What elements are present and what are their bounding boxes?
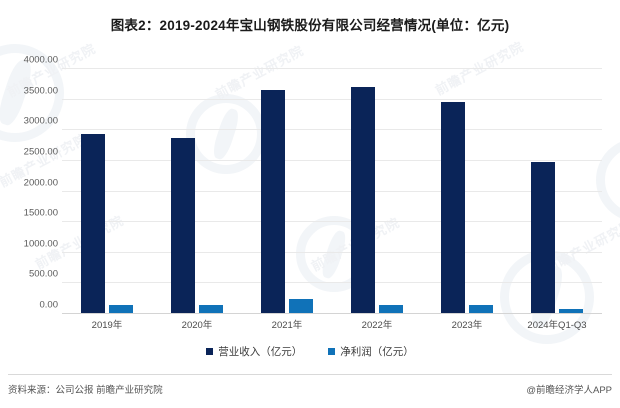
x-axis-tick-label: 2021年 — [271, 320, 303, 331]
y-axis-labels: 0.00 500.00 1000.00 1500.00 2000.00 2500.00 30… — [8, 55, 59, 321]
bar-net-profit[interactable] — [199, 305, 223, 313]
bar-revenue[interactable] — [261, 89, 285, 313]
bar-group — [62, 68, 152, 313]
legend-swatch-icon — [328, 348, 336, 355]
gridline — [62, 282, 602, 284]
y-axis-tick-label: 1000.00 — [23, 238, 58, 250]
source-note: 资料来源：公司公报 前瞻产业研究院 — [8, 385, 163, 396]
chart-legend: 营业收入（亿元） 净利润（亿元） — [0, 344, 620, 359]
bar-group — [332, 68, 422, 313]
y-axis-tick-label: 3000.00 — [23, 115, 58, 127]
footer-divider — [8, 374, 612, 375]
x-axis-labels: 2019年 2020年 2021年 2022年 2023年 2024年Q1-Q3 — [62, 317, 602, 331]
bar-revenue[interactable] — [171, 138, 195, 313]
legend-swatch-icon — [206, 348, 214, 355]
legend-item[interactable]: 营业收入（亿元） — [206, 344, 302, 359]
legend-item[interactable]: 净利润（亿元） — [328, 344, 414, 359]
gridline — [62, 159, 602, 161]
legend-label: 净利润（亿元） — [340, 346, 414, 358]
y-axis-tick-label: 4000.00 — [23, 54, 58, 66]
bar-group — [242, 68, 332, 313]
bar-net-profit[interactable] — [289, 298, 313, 313]
gridline — [62, 68, 602, 69]
bar-net-profit[interactable] — [109, 305, 133, 313]
plot-area — [62, 68, 602, 314]
y-axis-tick-label: 3500.00 — [23, 85, 58, 97]
gridline — [62, 190, 602, 192]
bar-revenue[interactable] — [441, 101, 465, 313]
bar-group — [512, 68, 602, 313]
legend-label: 营业收入（亿元） — [218, 346, 303, 358]
bar-groups — [62, 68, 602, 313]
bar-net-profit[interactable] — [469, 305, 493, 313]
x-axis-tick-label: 2023年 — [451, 320, 483, 331]
y-axis-tick-label: 2000.00 — [23, 177, 58, 188]
bar-revenue[interactable] — [351, 86, 375, 313]
bar-group — [422, 68, 512, 313]
y-axis-tick-label: 0.00 — [39, 299, 59, 311]
x-axis-line — [62, 313, 602, 314]
bar-net-profit[interactable] — [379, 305, 403, 313]
gridline — [62, 221, 602, 223]
x-axis-tick-label: 2024年Q1-Q3 — [527, 320, 587, 331]
y-axis-tick-label: 1500.00 — [23, 207, 58, 219]
bar-revenue[interactable] — [81, 133, 105, 313]
chart-title: 图表2：2019-2024年宝山钢铁股份有限公司经营情况(单位：亿元) — [110, 18, 510, 33]
y-axis-tick-label: 500.00 — [28, 268, 58, 280]
x-axis-tick-label: 2022年 — [361, 320, 393, 331]
bar-group — [152, 68, 242, 313]
brand-note: @前瞻经济学人APP — [526, 385, 612, 396]
bar-net-profit[interactable] — [559, 309, 583, 313]
x-axis-tick-label: 2020年 — [181, 320, 213, 331]
x-axis-tick-label: 2019年 — [91, 320, 123, 331]
gridline — [62, 251, 602, 253]
gridline — [62, 98, 602, 100]
gridline — [62, 129, 602, 131]
y-axis-tick-label: 2500.00 — [23, 146, 58, 158]
bar-revenue[interactable] — [531, 162, 555, 313]
